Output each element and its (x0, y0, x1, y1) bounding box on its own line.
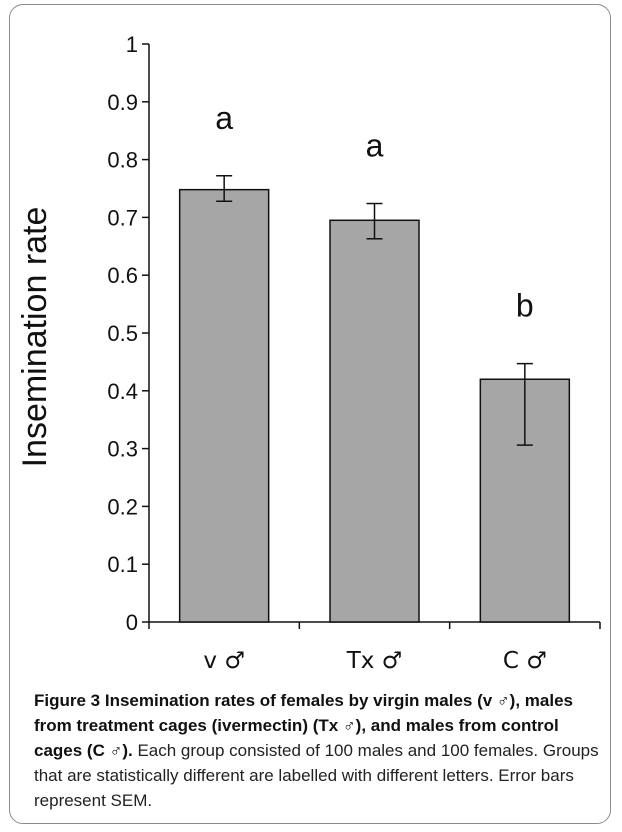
y-tick-label: 0.2 (107, 494, 138, 519)
bar (329, 219, 420, 623)
y-tick-label: 1 (126, 32, 138, 57)
caption-title: Figure 3 Insemination rates of females b… (34, 691, 573, 760)
significance-letter: b (516, 288, 534, 324)
figure-caption: Figure 3 Insemination rates of females b… (34, 688, 602, 813)
y-axis-label: Insemination rate (16, 207, 54, 468)
bar (178, 188, 270, 623)
y-tick-label: 0.4 (107, 379, 138, 404)
x-tick-label: C ♂ (503, 648, 547, 674)
y-tick-label: 0.8 (107, 148, 138, 173)
significance-letter: a (366, 128, 384, 164)
y-tick-label: 0.1 (107, 552, 138, 577)
y-tick-label: 0.7 (107, 205, 138, 230)
bar-chart: Insemination rate a a b 0 0.1 0.2 0.3 0.4 0.5 0.… (16, 32, 601, 674)
y-tick-label: 0.3 (107, 437, 138, 462)
significance-letters: a a b (215, 100, 533, 324)
y-tick-label: 0.5 (107, 321, 138, 346)
significance-letter: a (215, 100, 233, 136)
y-tick-label: 0.6 (107, 263, 138, 288)
caption-text: Each group consisted of 100 males and 10… (34, 741, 599, 810)
y-tick-label: 0.9 (107, 90, 138, 115)
y-tick-label: 0 (126, 610, 138, 635)
x-tick-label: Tx ♂ (346, 648, 403, 674)
x-tick-label: v ♂ (203, 648, 245, 674)
tick-labels: 0 0.1 0.2 0.3 0.4 0.5 0.6 0.7 0.8 0.9 1 v ♂ Tx ♂ C ♂ (107, 32, 546, 674)
error-bars (216, 175, 533, 446)
bars (178, 188, 571, 623)
